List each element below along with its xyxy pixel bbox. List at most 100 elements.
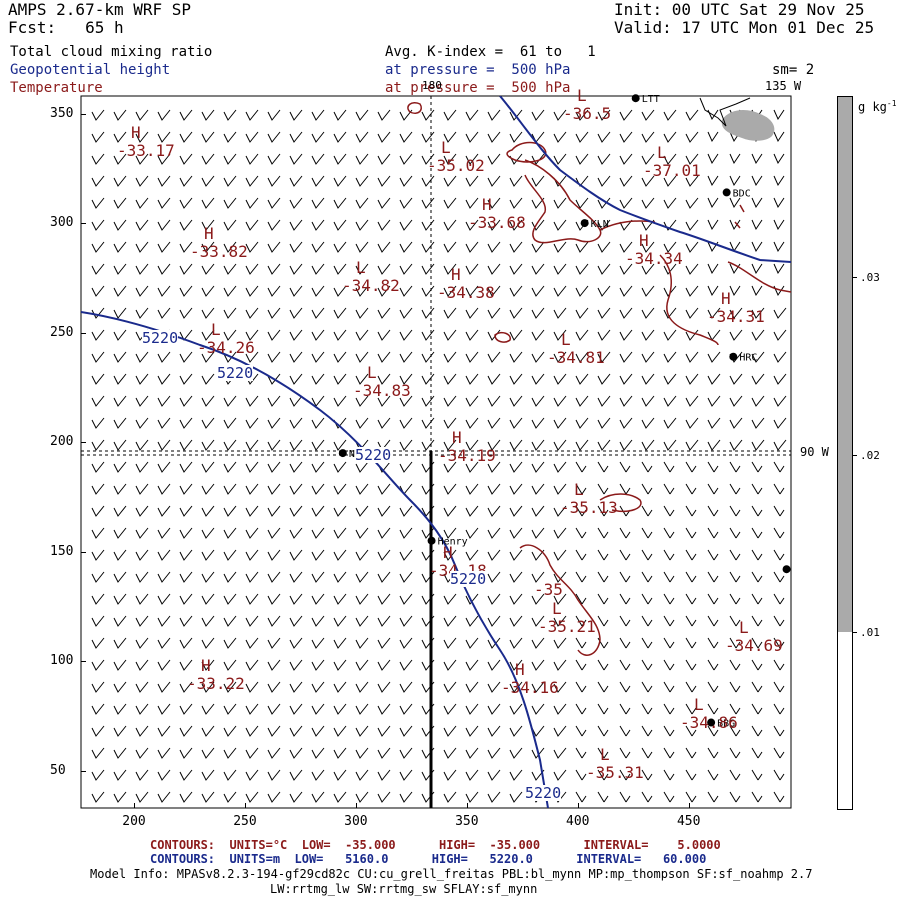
wind-barb (751, 791, 763, 803)
wind-barb (663, 571, 675, 583)
wind-barb (289, 681, 303, 693)
wind-barb (311, 549, 325, 561)
wind-barb (619, 571, 631, 583)
wind-barb (751, 461, 763, 473)
wind-barb (135, 593, 149, 605)
wind-barb (201, 461, 215, 473)
wind-barb (597, 725, 609, 737)
wind-barb (575, 659, 587, 671)
wind-barb (597, 747, 609, 759)
wind-barb (641, 505, 653, 517)
wind-barb (157, 571, 171, 583)
wind-barb (553, 241, 567, 253)
wind-barb (575, 307, 589, 319)
station-marker (580, 219, 589, 228)
wind-barb (377, 285, 391, 297)
colorbar-tick-02: .02 (860, 449, 880, 462)
wind-barb (223, 241, 237, 253)
wind-barb (179, 725, 193, 737)
station-label: LTT (642, 94, 660, 105)
wind-barb (377, 307, 391, 319)
wind-barb (289, 659, 303, 671)
wind-barb (245, 725, 259, 737)
wind-barb (245, 109, 259, 121)
wind-barb (663, 439, 677, 451)
wind-barb (663, 791, 675, 803)
wind-barb (289, 373, 303, 385)
y-tick-label: 250 (50, 324, 74, 340)
wind-barb (421, 263, 435, 275)
wind-barb (267, 219, 281, 231)
wind-barb (113, 703, 127, 715)
wind-barb (509, 549, 523, 561)
wind-barb (135, 219, 149, 231)
wind-barb (355, 725, 369, 737)
x-tick-mark (467, 803, 469, 808)
wind-barb (399, 725, 413, 737)
wind-barb (245, 395, 259, 407)
wind-barb (289, 571, 303, 583)
wind-barb (597, 571, 609, 583)
wind-barb (223, 351, 237, 363)
wind-barb (245, 219, 259, 231)
wind-barb (201, 241, 215, 253)
wind-barb (157, 197, 171, 209)
x-tick-label: 250 (233, 814, 257, 829)
wind-barb (113, 417, 127, 429)
temp-extreme-value: -34.34 (625, 249, 683, 268)
temp-extreme-marker: L (441, 138, 451, 157)
wind-barb (377, 263, 391, 275)
station-label: HRC (739, 353, 757, 364)
wind-barb (773, 571, 785, 583)
wind-barb (201, 791, 215, 803)
wind-barb (201, 747, 215, 759)
wind-barb (157, 703, 171, 715)
wind-barb (289, 241, 303, 253)
colorbar-units-sup: -1 (886, 99, 897, 108)
wind-barb (641, 527, 653, 539)
wind-barb (311, 703, 325, 715)
wind-barb (685, 241, 699, 253)
wind-barb (487, 219, 501, 231)
wind-barb (553, 439, 567, 451)
wind-barb (289, 549, 303, 561)
wind-barb (641, 593, 653, 605)
wind-barb (619, 527, 631, 539)
wind-barb (377, 395, 391, 407)
k-index-avg: Avg. K-index = 61 to 1 (385, 44, 596, 60)
wind-barb (333, 791, 347, 803)
wind-barb (443, 241, 457, 253)
wind-barb (553, 197, 567, 209)
wind-barb (575, 681, 587, 693)
temp-extreme-value: -33.82 (190, 242, 248, 261)
wind-barb (333, 747, 347, 759)
wind-barb (267, 571, 281, 583)
wind-barb (245, 461, 259, 473)
wind-barb (465, 131, 479, 143)
wind-barb (223, 505, 237, 517)
wind-barb (223, 285, 237, 297)
wind-barb (619, 769, 631, 781)
wind-barb (487, 241, 501, 253)
wind-barb (597, 263, 611, 275)
temp-extreme-value: -34.16 (501, 678, 559, 697)
wind-barb (707, 637, 719, 649)
x-tick-label: 350 (455, 814, 479, 829)
wind-barb (267, 329, 281, 341)
wind-barb (355, 131, 369, 143)
wind-barb (443, 351, 457, 363)
temp-extreme-marker: L (211, 320, 221, 339)
wind-barb (663, 703, 675, 715)
wind-barb (333, 131, 347, 143)
wind-barb (135, 373, 149, 385)
wind-barb (707, 593, 719, 605)
wind-barb (355, 307, 369, 319)
wind-barb (113, 153, 127, 165)
wind-barb (487, 703, 501, 715)
wind-barb (311, 351, 325, 363)
wind-barb (135, 197, 149, 209)
temp-extreme-value: -34.31 (707, 307, 765, 326)
wind-barb (267, 285, 281, 297)
wind-barb (751, 505, 763, 517)
wind-barb (399, 175, 413, 187)
